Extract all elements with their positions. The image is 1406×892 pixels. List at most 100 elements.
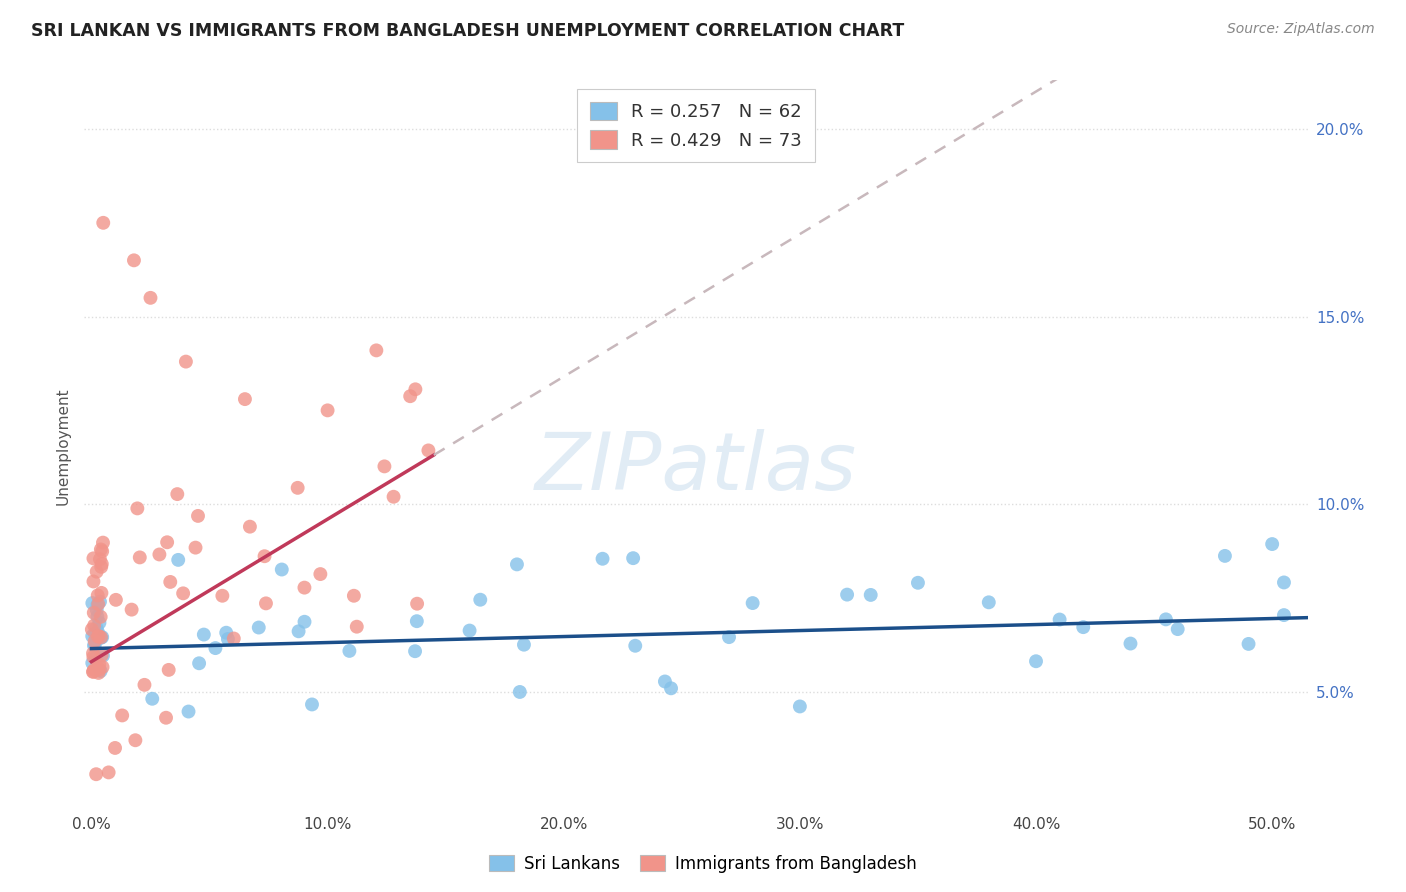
Point bbox=[1049, 613, 1071, 627]
Legend: R = 0.257   N = 62, R = 0.429   N = 73: R = 0.257 N = 62, R = 0.429 N = 73 bbox=[578, 89, 814, 162]
Point bbox=[91, 660, 114, 674]
Point bbox=[418, 443, 440, 458]
Point bbox=[127, 501, 149, 516]
Point bbox=[509, 685, 531, 699]
Point bbox=[659, 681, 682, 696]
Point bbox=[1119, 636, 1142, 650]
Point bbox=[405, 614, 427, 628]
Point bbox=[346, 620, 368, 634]
Point bbox=[157, 663, 180, 677]
Point bbox=[907, 575, 929, 590]
Text: SRI LANKAN VS IMMIGRANTS FROM BANGLADESH UNEMPLOYMENT CORRELATION CHART: SRI LANKAN VS IMMIGRANTS FROM BANGLADESH… bbox=[31, 22, 904, 40]
Point bbox=[399, 389, 422, 403]
Point bbox=[253, 549, 276, 564]
Point bbox=[148, 548, 170, 562]
Text: ZIPatlas: ZIPatlas bbox=[534, 429, 858, 507]
Point bbox=[233, 392, 256, 406]
Point bbox=[134, 678, 156, 692]
Point bbox=[124, 733, 146, 747]
Point bbox=[86, 565, 108, 579]
Point bbox=[373, 459, 395, 474]
Point bbox=[84, 767, 107, 781]
Legend: Sri Lankans, Immigrants from Bangladesh: Sri Lankans, Immigrants from Bangladesh bbox=[482, 848, 924, 880]
Point bbox=[87, 624, 110, 639]
Point bbox=[187, 508, 209, 523]
Point bbox=[97, 765, 120, 780]
Point bbox=[177, 705, 200, 719]
Point bbox=[83, 626, 105, 640]
Point bbox=[82, 650, 104, 665]
Point bbox=[1261, 537, 1284, 551]
Point bbox=[270, 562, 292, 576]
Point bbox=[167, 553, 190, 567]
Point bbox=[83, 638, 105, 652]
Point bbox=[155, 711, 177, 725]
Text: Source: ZipAtlas.com: Source: ZipAtlas.com bbox=[1227, 22, 1375, 37]
Point bbox=[404, 644, 426, 658]
Point bbox=[247, 621, 270, 635]
Point bbox=[215, 625, 238, 640]
Point bbox=[193, 627, 215, 641]
Point bbox=[217, 632, 239, 646]
Point bbox=[211, 589, 233, 603]
Point bbox=[83, 634, 105, 648]
Point bbox=[1071, 620, 1094, 634]
Point bbox=[287, 481, 309, 495]
Point bbox=[83, 606, 105, 620]
Point bbox=[174, 354, 197, 368]
Point bbox=[184, 541, 207, 555]
Y-axis label: Unemployment: Unemployment bbox=[55, 387, 70, 505]
Point bbox=[87, 630, 110, 644]
Point bbox=[301, 698, 323, 712]
Point bbox=[239, 519, 262, 533]
Point bbox=[741, 596, 763, 610]
Point bbox=[87, 597, 110, 611]
Point bbox=[172, 586, 194, 600]
Point bbox=[84, 650, 107, 665]
Point bbox=[592, 551, 614, 566]
Point bbox=[86, 603, 108, 617]
Point bbox=[309, 567, 332, 582]
Point bbox=[139, 291, 162, 305]
Point bbox=[82, 646, 104, 660]
Point bbox=[90, 631, 112, 645]
Point bbox=[111, 708, 134, 723]
Point bbox=[624, 639, 647, 653]
Point bbox=[1237, 637, 1260, 651]
Point bbox=[90, 557, 112, 571]
Point bbox=[458, 624, 481, 638]
Point bbox=[89, 595, 111, 609]
Point bbox=[87, 665, 110, 680]
Point bbox=[86, 621, 108, 635]
Point bbox=[91, 535, 114, 549]
Point bbox=[91, 648, 114, 663]
Point bbox=[470, 592, 492, 607]
Point bbox=[977, 595, 1000, 609]
Point bbox=[718, 630, 741, 644]
Point bbox=[87, 589, 110, 603]
Point bbox=[141, 691, 163, 706]
Point bbox=[90, 648, 112, 663]
Point bbox=[287, 624, 309, 639]
Point bbox=[89, 657, 111, 672]
Point bbox=[87, 661, 110, 675]
Point bbox=[1213, 549, 1236, 563]
Point bbox=[1272, 608, 1295, 623]
Point bbox=[1025, 654, 1047, 668]
Point bbox=[90, 542, 112, 557]
Point bbox=[104, 741, 127, 756]
Point bbox=[82, 629, 104, 643]
Point bbox=[1272, 575, 1295, 590]
Point bbox=[83, 663, 105, 677]
Point bbox=[835, 588, 858, 602]
Point bbox=[859, 588, 882, 602]
Point bbox=[513, 638, 536, 652]
Point bbox=[83, 639, 105, 653]
Point bbox=[1167, 622, 1189, 636]
Point bbox=[222, 632, 245, 646]
Point bbox=[166, 487, 188, 501]
Point bbox=[254, 596, 277, 610]
Point bbox=[89, 663, 111, 677]
Point bbox=[404, 382, 426, 396]
Point bbox=[86, 598, 108, 612]
